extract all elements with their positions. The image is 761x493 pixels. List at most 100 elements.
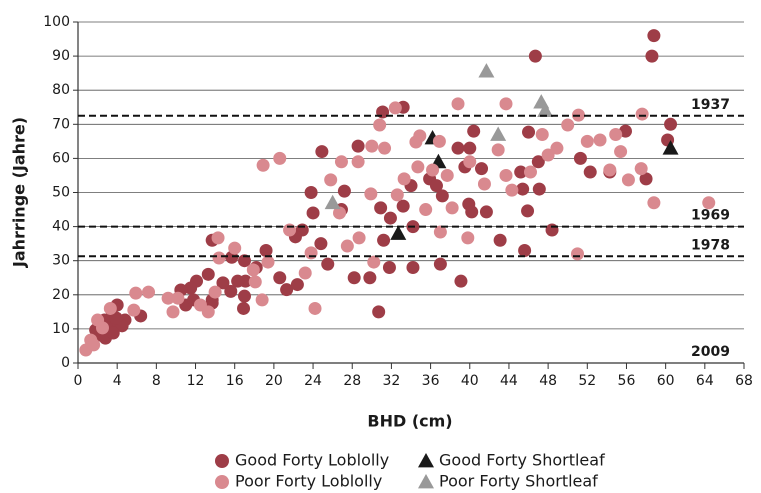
y-tick-label: 20 [52, 287, 70, 303]
data-point [237, 301, 251, 315]
data-point [273, 271, 287, 285]
data-point [248, 275, 262, 289]
data-point [161, 291, 175, 305]
x-tick-label: 20 [265, 373, 283, 389]
reference-label: 2009 [691, 344, 730, 360]
data-point [374, 201, 388, 215]
data-point [231, 274, 245, 288]
data-point [463, 141, 477, 155]
data-point [477, 177, 491, 191]
data-point [333, 206, 347, 220]
data-point [433, 257, 447, 271]
data-point [261, 255, 275, 269]
data-point [280, 283, 294, 297]
data-point [499, 97, 513, 111]
data-point [662, 140, 679, 155]
data-point [451, 141, 465, 155]
data-point [522, 125, 536, 139]
data-point [382, 261, 396, 275]
data-point [647, 29, 661, 43]
y-tick-label: 90 [52, 48, 70, 64]
y-tick-label: 40 [52, 219, 70, 235]
data-point [523, 165, 537, 179]
data-point [372, 305, 386, 319]
x-tick-label: 48 [539, 373, 557, 389]
data-point [445, 201, 459, 215]
data-point [426, 163, 440, 177]
x-tick-label: 36 [422, 373, 440, 389]
data-point [208, 285, 222, 299]
legend-marker [215, 454, 229, 468]
data-point [514, 165, 528, 179]
data-point [212, 251, 226, 265]
data-point [367, 255, 381, 269]
legend-marker [418, 453, 434, 468]
data-point [166, 305, 180, 319]
x-tick-label: 64 [696, 373, 714, 389]
data-point [478, 63, 495, 78]
data-point [396, 199, 410, 213]
data-point [246, 263, 260, 277]
reference-label: 1937 [691, 97, 730, 113]
data-point [603, 163, 617, 177]
data-point [435, 189, 449, 203]
x-tick-label: 52 [578, 373, 596, 389]
data-point [521, 204, 535, 218]
data-point [259, 243, 273, 257]
x-tick-label: 16 [226, 373, 244, 389]
data-point [347, 271, 361, 285]
data-point [390, 225, 407, 240]
data-point [411, 160, 425, 174]
data-point [314, 237, 328, 251]
data-point [256, 158, 270, 172]
x-tick-label: 12 [187, 373, 205, 389]
data-point [516, 182, 530, 196]
x-tick-label: 40 [461, 373, 479, 389]
data-point [609, 128, 623, 142]
legend-label: Good Forty Loblolly [235, 451, 389, 470]
data-point [95, 321, 109, 335]
data-point [364, 187, 378, 201]
x-tick-label: 68 [735, 373, 753, 389]
y-tick-label: 80 [52, 82, 70, 98]
data-point [571, 247, 584, 261]
data-point [304, 186, 318, 199]
data-point [106, 326, 120, 340]
data-point [702, 196, 716, 210]
data-point [645, 49, 659, 63]
data-point [491, 143, 505, 157]
data-point [378, 141, 392, 155]
legend-marker [418, 474, 434, 489]
data-point [184, 281, 198, 295]
data-point [454, 274, 468, 288]
x-tick-label: 8 [152, 373, 161, 389]
x-tick-label: 0 [74, 373, 83, 389]
data-point [634, 162, 648, 176]
data-point [479, 205, 493, 219]
data-point [351, 155, 365, 169]
data-point [451, 97, 465, 111]
data-point [505, 183, 519, 197]
y-tick-label: 100 [43, 14, 70, 30]
y-tick-label: 10 [52, 321, 70, 337]
data-point [365, 139, 379, 153]
data-point [561, 118, 575, 132]
data-point [537, 102, 554, 118]
data-point [340, 239, 354, 253]
data-point [528, 49, 542, 63]
data-point [351, 139, 365, 153]
data-point [618, 124, 632, 138]
data-point [193, 298, 207, 312]
data-point [397, 172, 411, 186]
data-point [324, 173, 338, 187]
y-tick-label: 60 [52, 150, 70, 166]
x-tick-label: 24 [304, 373, 322, 389]
data-point [493, 233, 507, 247]
data-point [321, 257, 335, 271]
data-point [337, 184, 351, 198]
data-point [211, 231, 225, 245]
data-point [580, 134, 594, 148]
data-point [171, 291, 185, 305]
data-point [461, 231, 475, 245]
